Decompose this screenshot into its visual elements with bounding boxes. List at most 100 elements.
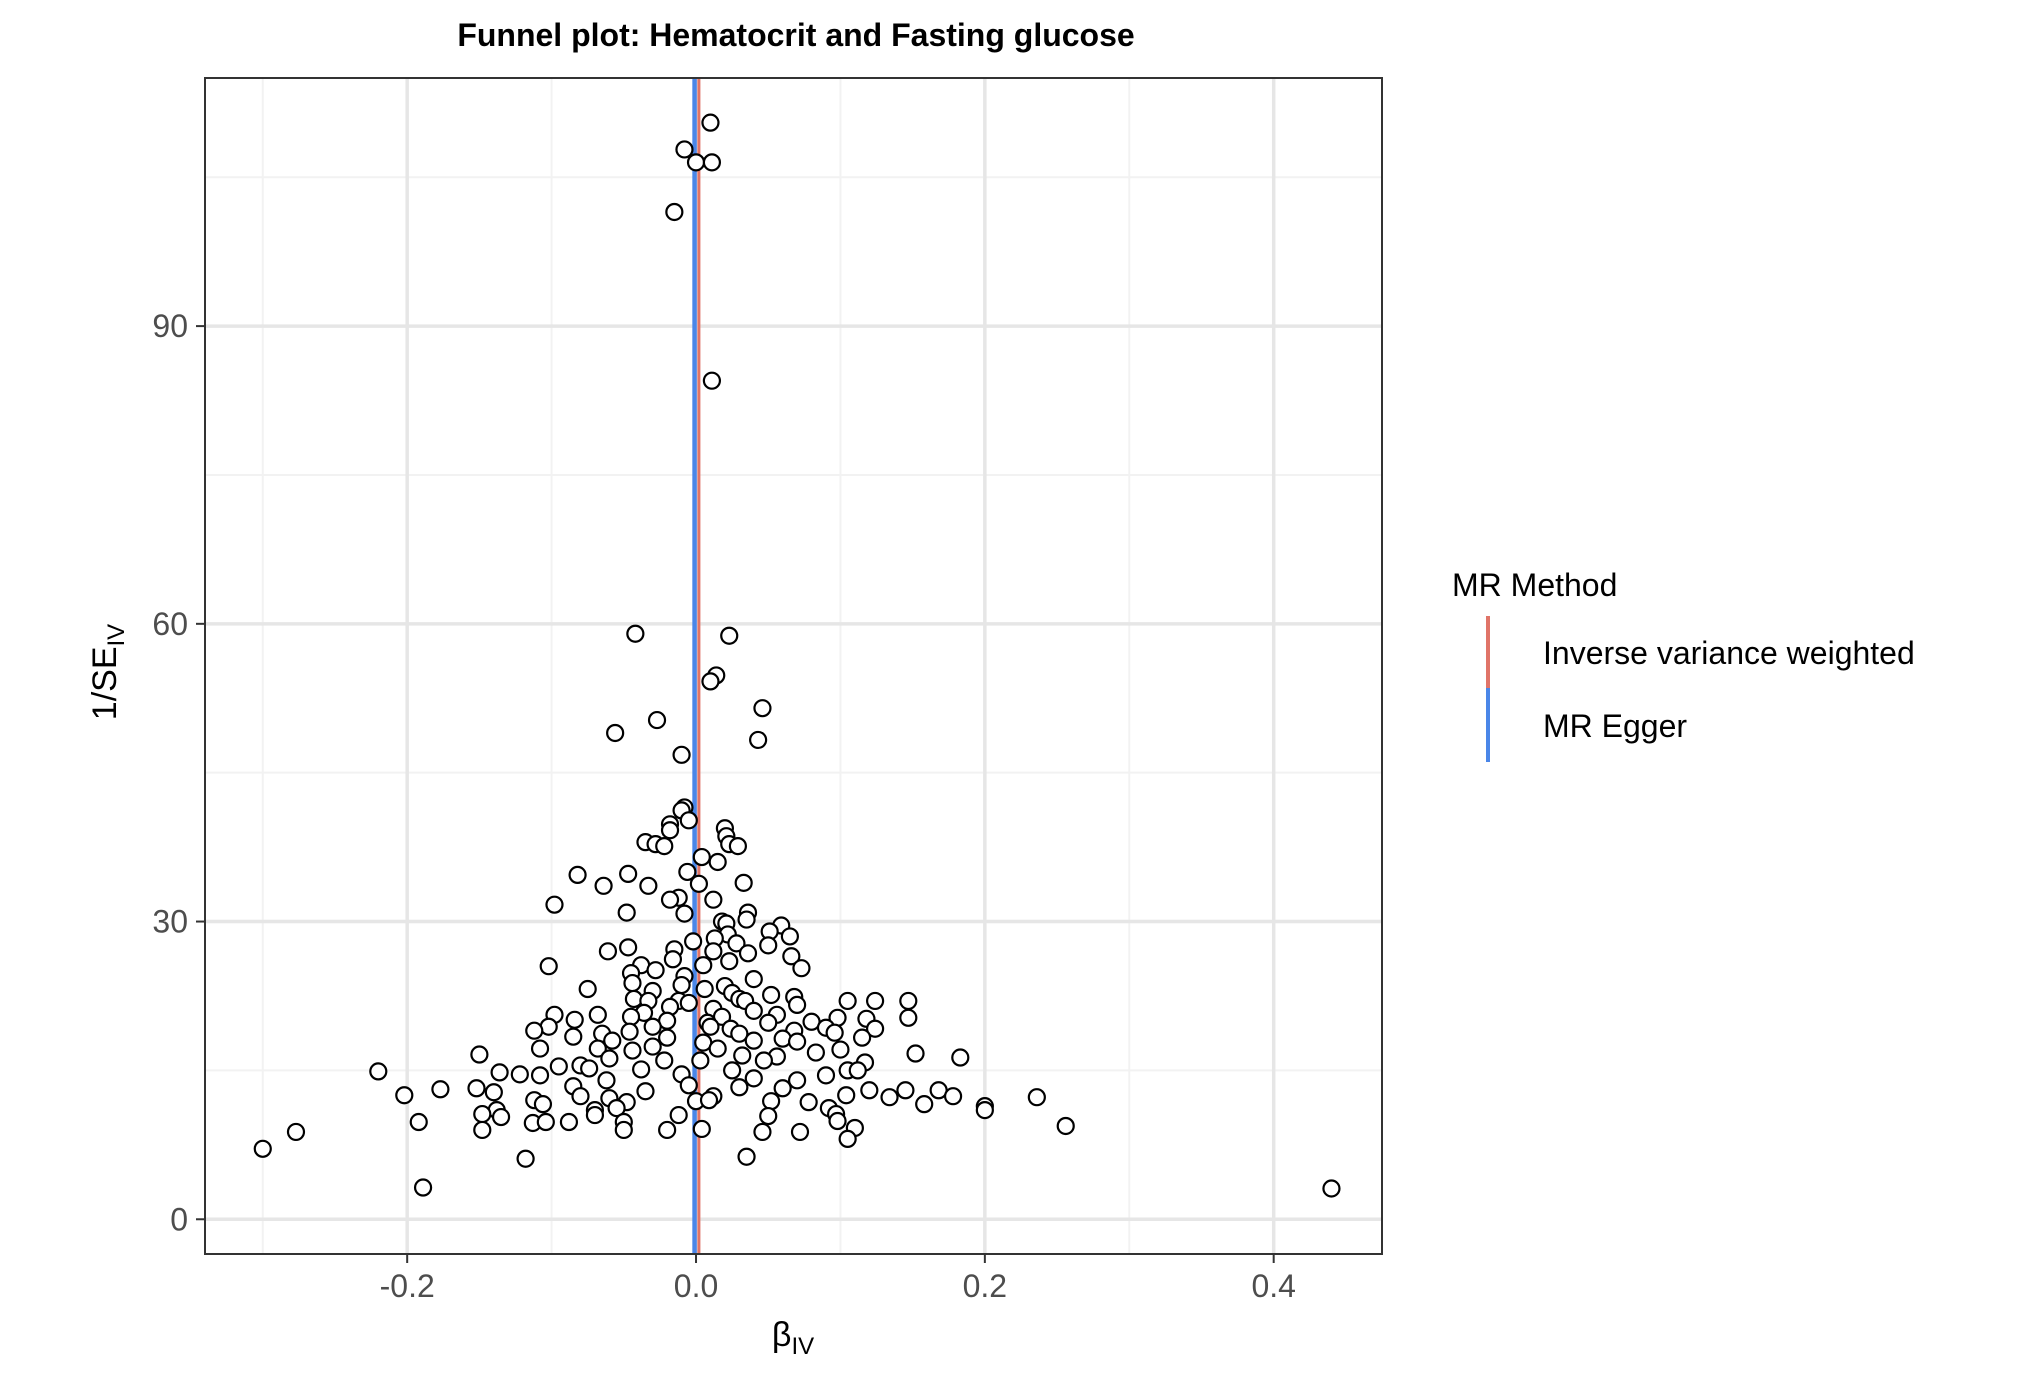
data-point (759, 936, 778, 955)
data-point (607, 1099, 626, 1118)
data-point (549, 1057, 568, 1076)
data-point (691, 1051, 710, 1070)
data-point (580, 1059, 599, 1078)
x-axis-title: βIV (772, 1316, 814, 1360)
x-tick-label: 0.4 (1251, 1268, 1295, 1304)
data-point (643, 1037, 662, 1056)
data-point (753, 1122, 772, 1142)
data-point (689, 874, 709, 893)
data-point (838, 1129, 857, 1148)
data-point (672, 745, 691, 764)
data-point (896, 1081, 915, 1100)
data-point (626, 624, 645, 643)
data-point (588, 1039, 607, 1058)
y-tick-label: 30 (152, 904, 188, 940)
data-point (720, 952, 739, 971)
data-point (838, 991, 857, 1011)
data-point (704, 890, 723, 909)
data-point (737, 1147, 756, 1166)
data-point (516, 1149, 535, 1168)
data-point (585, 1105, 605, 1125)
data-point (899, 991, 918, 1011)
data-point (646, 961, 665, 980)
legend-title: MR Method (1452, 567, 1617, 603)
data-point (684, 932, 703, 951)
data-point (369, 1062, 388, 1081)
x-axis-ticks: -0.2 0.0 0.2 0.4 (380, 1254, 1296, 1304)
data-point (806, 1043, 825, 1062)
data-point (860, 1081, 879, 1100)
data-point (597, 1071, 616, 1090)
data-point (1322, 1179, 1341, 1198)
data-point (619, 938, 638, 957)
data-point (788, 1071, 807, 1090)
data-point (594, 876, 613, 895)
data-point (816, 1066, 836, 1085)
data-point (565, 1010, 584, 1029)
y-tick-label: 90 (152, 308, 188, 344)
x-axis-title-main: β (772, 1316, 792, 1354)
data-point (762, 1092, 781, 1111)
data-point (679, 811, 698, 830)
data-point (704, 942, 723, 961)
data-point (623, 973, 642, 993)
data-point (734, 873, 753, 892)
data-point (728, 837, 747, 856)
data-point (467, 1079, 486, 1098)
data-point (702, 153, 722, 172)
legend: MR Method Inverse variance weighted MR E… (1452, 567, 1915, 762)
data-point (915, 1095, 934, 1114)
data-point (744, 1069, 763, 1088)
data-point (619, 864, 638, 884)
data-point (632, 1060, 651, 1079)
legend-label-ivw: Inverse variance weighted (1543, 635, 1915, 671)
data-point (491, 1107, 511, 1127)
data-point (571, 1087, 590, 1106)
data-point (692, 847, 711, 867)
data-point (780, 927, 799, 946)
x-tick-label: 0.2 (963, 1268, 1007, 1304)
data-point (720, 626, 739, 645)
data-point (545, 895, 564, 914)
data-point (1056, 1116, 1075, 1136)
y-axis-title-main: 1/SE (86, 646, 124, 720)
data-point (701, 672, 720, 691)
data-point (600, 1049, 619, 1068)
data-point (701, 113, 720, 132)
data-point (253, 1139, 272, 1158)
reference-lines (692, 78, 701, 1254)
data-point (647, 710, 667, 730)
data-point (603, 1031, 622, 1050)
data-point (564, 1027, 583, 1046)
data-point (639, 876, 658, 895)
data-point (678, 862, 697, 882)
x-tick-label: 0.0 (674, 1268, 718, 1304)
data-point (730, 1078, 749, 1097)
data-point (744, 1001, 763, 1020)
data-point (792, 959, 811, 978)
data-point (679, 993, 698, 1013)
data-point (694, 956, 713, 975)
data-point (699, 1091, 719, 1110)
data-point (655, 1051, 674, 1070)
data-point (790, 1122, 810, 1142)
data-point (708, 852, 727, 872)
data-point (623, 1041, 642, 1060)
data-point (759, 1013, 778, 1032)
data-point (484, 1083, 503, 1102)
data-point (568, 865, 587, 885)
data-point (665, 202, 684, 222)
data-point (782, 947, 801, 966)
data-point (737, 910, 756, 929)
data-point (848, 1061, 867, 1080)
data-point (701, 1017, 720, 1036)
data-point (530, 1066, 550, 1085)
data-point (723, 1061, 742, 1080)
data-point (675, 140, 694, 159)
data-point (286, 1122, 306, 1142)
y-tick-label: 0 (170, 1201, 188, 1237)
data-point (906, 1044, 925, 1063)
chart-title: Funnel plot: Hematocrit and Fasting gluc… (457, 17, 1134, 53)
